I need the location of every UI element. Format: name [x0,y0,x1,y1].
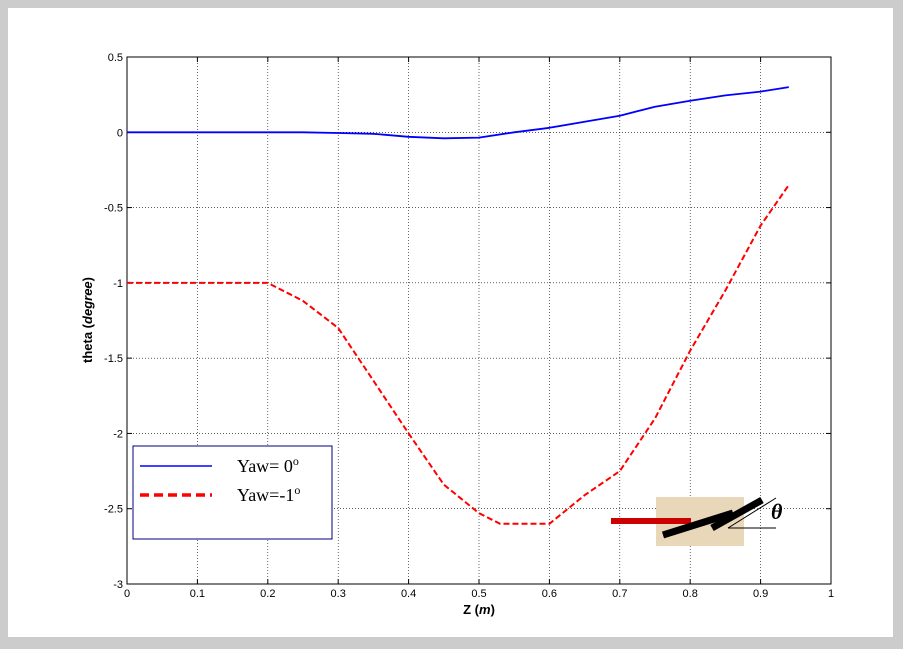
tick-labels: 0 0.1 0.2 0.3 0.4 0.5 0.6 0.7 0.8 0.9 1 0.5 0 -0.5 -1 -… [104,52,834,600]
y-tick-label: -0.5 [104,203,123,215]
x-tick-label: 0 [124,588,130,600]
y-axis-label: theta (degree) [80,277,95,363]
legend-label-yaw-minus-1: Yaw=-1o [237,483,300,505]
yaw-angle-inset: θ [611,496,783,546]
x-tick-label: 0.2 [260,588,275,600]
x-tick-label: 0.5 [471,588,486,600]
x-axis-label-unit: m [479,602,491,617]
x-tick-label: 0.8 [683,588,698,600]
series-line-1 [127,184,790,525]
y-tick-label: -2 [113,428,123,440]
y-tick-label: 0.5 [108,52,123,64]
x-tick-label: 0.9 [753,588,768,600]
series-line-0 [127,86,789,140]
x-tick-label: 0.6 [542,588,557,600]
y-tick-label: 0 [117,127,123,139]
inset-theta-symbol: θ [771,499,783,524]
inset-angle-arm [727,497,777,529]
x-tick-label: 0.3 [331,588,346,600]
y-tick-label: -1 [113,278,123,290]
legend-box [132,445,333,540]
y-tick-label: -1.5 [104,353,123,365]
series-lines [127,86,790,525]
x-tick-label: 0.4 [401,588,416,600]
legend: Yaw= 0o Yaw=-1o [132,445,333,540]
y-axis-label-name: theta [80,331,95,363]
x-tick-label: 0.1 [190,588,205,600]
legend-label-yaw-minus-1-sup: o [294,483,300,497]
legend-label-yaw-minus-1-main: Yaw=-1 [237,485,294,505]
inset-black-rod-2 [710,496,764,532]
x-tick-label: 0.7 [612,588,627,600]
x-tick-label: 1 [828,588,834,600]
y-tick-label: -2.5 [104,504,123,516]
legend-label-yaw-0-main: Yaw= 0 [237,456,293,476]
y-axis-label-unit: degree [80,281,95,324]
y-tick-label: -3 [113,579,123,591]
x-axis-label-name: Z [463,602,471,617]
legend-label-yaw-0: Yaw= 0o [237,454,299,476]
inset-black-rod-1 [661,509,735,539]
x-axis-label: Z (m) [463,602,495,617]
legend-label-yaw-0-sup: o [293,454,299,468]
